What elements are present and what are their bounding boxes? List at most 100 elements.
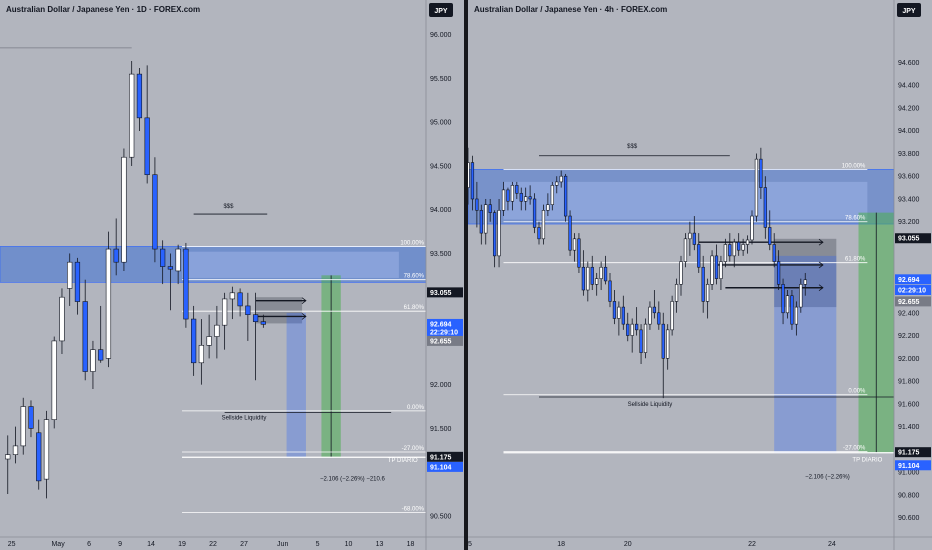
fib-level-label: 61.80% (404, 305, 425, 311)
arrow-icon (818, 238, 824, 246)
fib-level-label: 78.60% (404, 274, 425, 280)
candle-body (595, 278, 599, 285)
candle-body (470, 162, 475, 200)
candle-body (510, 185, 515, 202)
candle-body (206, 336, 212, 346)
candle-body (136, 73, 143, 119)
candle-body (12, 445, 19, 455)
candle-body (723, 244, 728, 262)
candle-body (113, 248, 119, 263)
price-tick-label: 91.500 (430, 426, 452, 433)
price-tag (427, 451, 463, 462)
candle-body (652, 306, 657, 314)
candle-body (237, 292, 243, 307)
candle-body (20, 406, 26, 447)
candle-body (191, 318, 197, 364)
time-tick-label: 20 (624, 541, 632, 548)
price-tag-label: 92.694 (898, 277, 920, 284)
candle-body (803, 279, 807, 285)
chart-panel-4h[interactable]: 100.00% 78.60% 61.80% 0.00% -27.00% TP DIARIO… (468, 0, 932, 550)
time-tick-label: 25 (8, 541, 16, 548)
price-tick-label: 92.000 (898, 356, 920, 363)
fib-level-label: 0.00% (407, 405, 425, 411)
time-tick-label: 18 (557, 541, 565, 548)
candle-body (260, 321, 266, 325)
price-tag (427, 335, 463, 346)
price-tick-label: 92.400 (898, 310, 920, 317)
price-tick-label: 95.000 (430, 120, 452, 127)
price-tag-label: 91.104 (430, 464, 452, 471)
price-tick-label: 93.500 (430, 251, 452, 258)
time-tick-label: 27 (240, 541, 248, 548)
candle-body (577, 238, 581, 268)
currency-label: JPY (902, 8, 916, 15)
fib-level-label: 0.00% (848, 389, 866, 395)
price-tag (427, 287, 463, 298)
candle-body (590, 266, 594, 285)
candle-body (701, 266, 705, 302)
candle-body (683, 238, 688, 262)
candle-body (639, 329, 643, 353)
arrow-icon (301, 297, 307, 305)
candle-body (36, 432, 42, 482)
candle-body (563, 175, 568, 217)
price-tick-label: 91.000 (898, 470, 920, 477)
arrow-icon (301, 313, 307, 320)
candle-body (710, 255, 714, 285)
price-tick-label: 94.500 (430, 163, 452, 170)
candle-body (5, 454, 11, 460)
price-tick-label: 94.600 (898, 60, 920, 67)
fib-level-label: 100.00% (400, 240, 424, 246)
candle-body (785, 295, 790, 314)
candle-body (643, 323, 648, 353)
fib-level-label: -68.00% (402, 506, 425, 512)
candle-body (732, 241, 736, 257)
price-tick-label: 95.500 (430, 76, 452, 83)
candle-body (524, 196, 528, 202)
price-tick-label: 94.400 (898, 83, 920, 90)
candle-body (506, 189, 510, 202)
currency-badge (429, 3, 453, 17)
candle-body (67, 261, 73, 289)
candle-body (776, 261, 781, 285)
chart-panel-daily[interactable]: 100.00% 78.60% 61.80% 0.00% -27.00% -68.00% TP… (0, 0, 464, 550)
candle-body (183, 248, 189, 320)
fib-level-label: 100.00% (842, 163, 866, 169)
fib-level-label: -27.00% (843, 446, 866, 452)
candle-body (568, 215, 572, 251)
candle-body (630, 323, 634, 336)
candle-body (714, 255, 719, 279)
price-tag-label: 22:29:10 (430, 330, 458, 337)
candle-body (772, 244, 776, 262)
time-tick-label: 5 (316, 541, 320, 548)
candle-body (679, 261, 683, 285)
candle-body (82, 301, 88, 372)
price-tick-label: 90.600 (898, 515, 920, 522)
price-tick-label: 92.000 (430, 382, 452, 389)
tp-label: TP DIARIO (852, 457, 882, 463)
price-tag-label: 02:29:10 (898, 288, 926, 295)
price-tag-label: 92.655 (898, 299, 920, 306)
price-tag (427, 461, 463, 472)
candle-body (229, 292, 235, 300)
panel-divider[interactable] (464, 0, 468, 550)
candle-body (43, 419, 50, 480)
candle-body (599, 266, 603, 279)
candle-body (501, 189, 506, 211)
candle-body (737, 241, 741, 251)
time-tick-label: May (51, 541, 65, 548)
time-tick-label: 15 (468, 541, 472, 548)
chart-annotation: $$$ (223, 204, 234, 210)
fib-level-label: 61.80% (845, 257, 866, 263)
candle-body (546, 204, 550, 211)
candle-body (626, 323, 630, 336)
candle-body (484, 204, 488, 234)
time-tick-label: 18 (407, 541, 415, 548)
candle-body (28, 406, 34, 429)
candle-body (519, 192, 523, 202)
candle-body (617, 306, 621, 319)
candle-body (670, 301, 674, 331)
candle-body (541, 210, 546, 240)
candle-body (245, 305, 251, 315)
